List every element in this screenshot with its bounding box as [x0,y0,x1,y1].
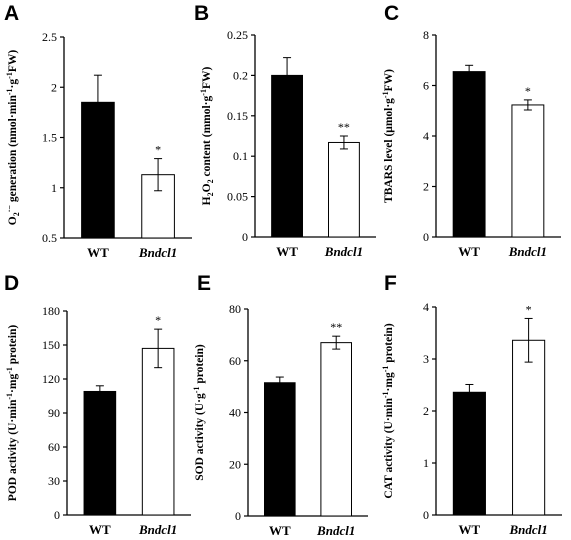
y-axis-label: H2O2 content (mmol·g-1FW) [199,67,215,206]
panel-f: F 0 1 2 3 4 WT * Bndcl1 CAT activity (U·min-1·mg-… [381,272,562,537]
y-tick-label: 150 [42,338,60,352]
y-tick-label: 2 [423,404,429,418]
category-label: WT [276,244,298,259]
category-label: WT [87,245,109,260]
bar-wt [452,391,486,516]
y-tick-label: 0 [423,508,429,522]
y-tick-label: 0 [242,230,248,244]
panel-letter: E [197,272,211,295]
panel-d: D 0 30 60 90 120 150 180 WT * Bndcl1 POD activity (… [4,272,191,537]
category-label: Bndcl1 [138,245,177,260]
panel-letter: D [4,272,19,295]
y-axis-label: CAT activity (U·min-1·mg-1 protein) [381,323,395,498]
y-axis-label: O2·− generation (nmol·min-1·g-1FW) [5,50,21,226]
y-tick-label: 0 [423,230,429,244]
y-tick-label: 30 [48,474,60,488]
y-tick-label: 2.5 [42,30,57,44]
y-tick-label: 0 [54,508,60,522]
category-label: WT [269,523,291,538]
panel-b: B 0 0.05 0.1 0.15 0.2 0.25 WT ** Bndcl1 H2O2 conte… [194,2,376,259]
category-label: WT [459,522,481,537]
category-label: Bndcl1 [508,244,547,259]
y-tick-label: 0.2 [233,68,248,82]
y-tick-label: 4 [423,300,429,314]
y-tick-label: 8 [423,28,429,42]
bar-bndcl1 [512,339,546,516]
y-axis-label: TBARS level (μmol·g-1FW) [381,69,395,203]
y-tick-label: 90 [48,406,60,420]
bar-bndcl1 [141,347,175,516]
y-tick-label: 2 [423,180,429,194]
y-tick-label: 4 [423,129,429,143]
y-tick-label: 0 [235,509,241,523]
significance-marker: ** [330,320,342,334]
bar-bndcl1 [320,342,352,517]
y-tick-label: 0.05 [227,190,248,204]
y-tick-label: 3 [423,352,429,366]
y-tick-label: 80 [229,302,241,316]
y-tick-label: 2 [51,80,57,94]
category-label: Bndcl1 [138,522,177,537]
y-tick-label: 60 [48,440,60,454]
y-tick-label: 1 [423,456,429,470]
y-tick-label: 1.5 [42,131,57,145]
bar-wt [264,382,296,517]
y-tick-label: 0.15 [227,109,248,123]
y-tick-label: 40 [229,406,241,420]
y-tick-label: 0.5 [42,231,57,245]
y-tick-label: 0.1 [233,149,248,163]
panel-letter: F [384,272,397,295]
significance-marker: * [155,313,161,327]
y-axis-label: POD activity (U·min-1·mg-1 protein) [5,325,19,502]
y-tick-label: 1 [51,181,57,195]
category-label: WT [458,244,480,259]
panel-e: E 0 20 40 60 80 WT ** Bndcl1 SOD activity (U·g-1 … [192,272,368,538]
bar-wt [271,74,303,238]
panel-letter: C [384,2,399,25]
significance-marker: * [526,302,532,316]
panel-c: C 0 2 4 6 8 WT * Bndcl1 TBARS level (μmol·g-1FW) [381,2,561,259]
category-label: Bndcl1 [324,244,363,259]
panel-a: A 0.5 1 1.5 2 2.5 WT * Bndcl1 O2·− generation (nm… [4,2,192,260]
y-tick-label: 180 [42,304,60,318]
y-tick-label: 60 [229,354,241,368]
significance-marker: ** [338,120,350,134]
y-axis-label: SOD activity (U·g-1 protein) [192,344,206,481]
panel-letter: A [4,2,19,25]
y-tick-label: 120 [42,372,60,386]
y-tick-label: 20 [229,457,241,471]
category-label: Bndcl1 [508,522,547,537]
category-label: Bndcl1 [316,523,355,538]
y-tick-label: 6 [423,79,429,93]
bar-wt [83,390,117,516]
panel-letter: B [194,2,209,25]
y-tick-label: 0.25 [227,28,248,42]
bar-bndcl1 [328,141,360,238]
bar-wt [452,71,486,238]
bar-bndcl1 [511,104,545,238]
significance-marker: * [155,143,161,157]
significance-marker: * [525,84,531,98]
category-label: WT [89,522,111,537]
